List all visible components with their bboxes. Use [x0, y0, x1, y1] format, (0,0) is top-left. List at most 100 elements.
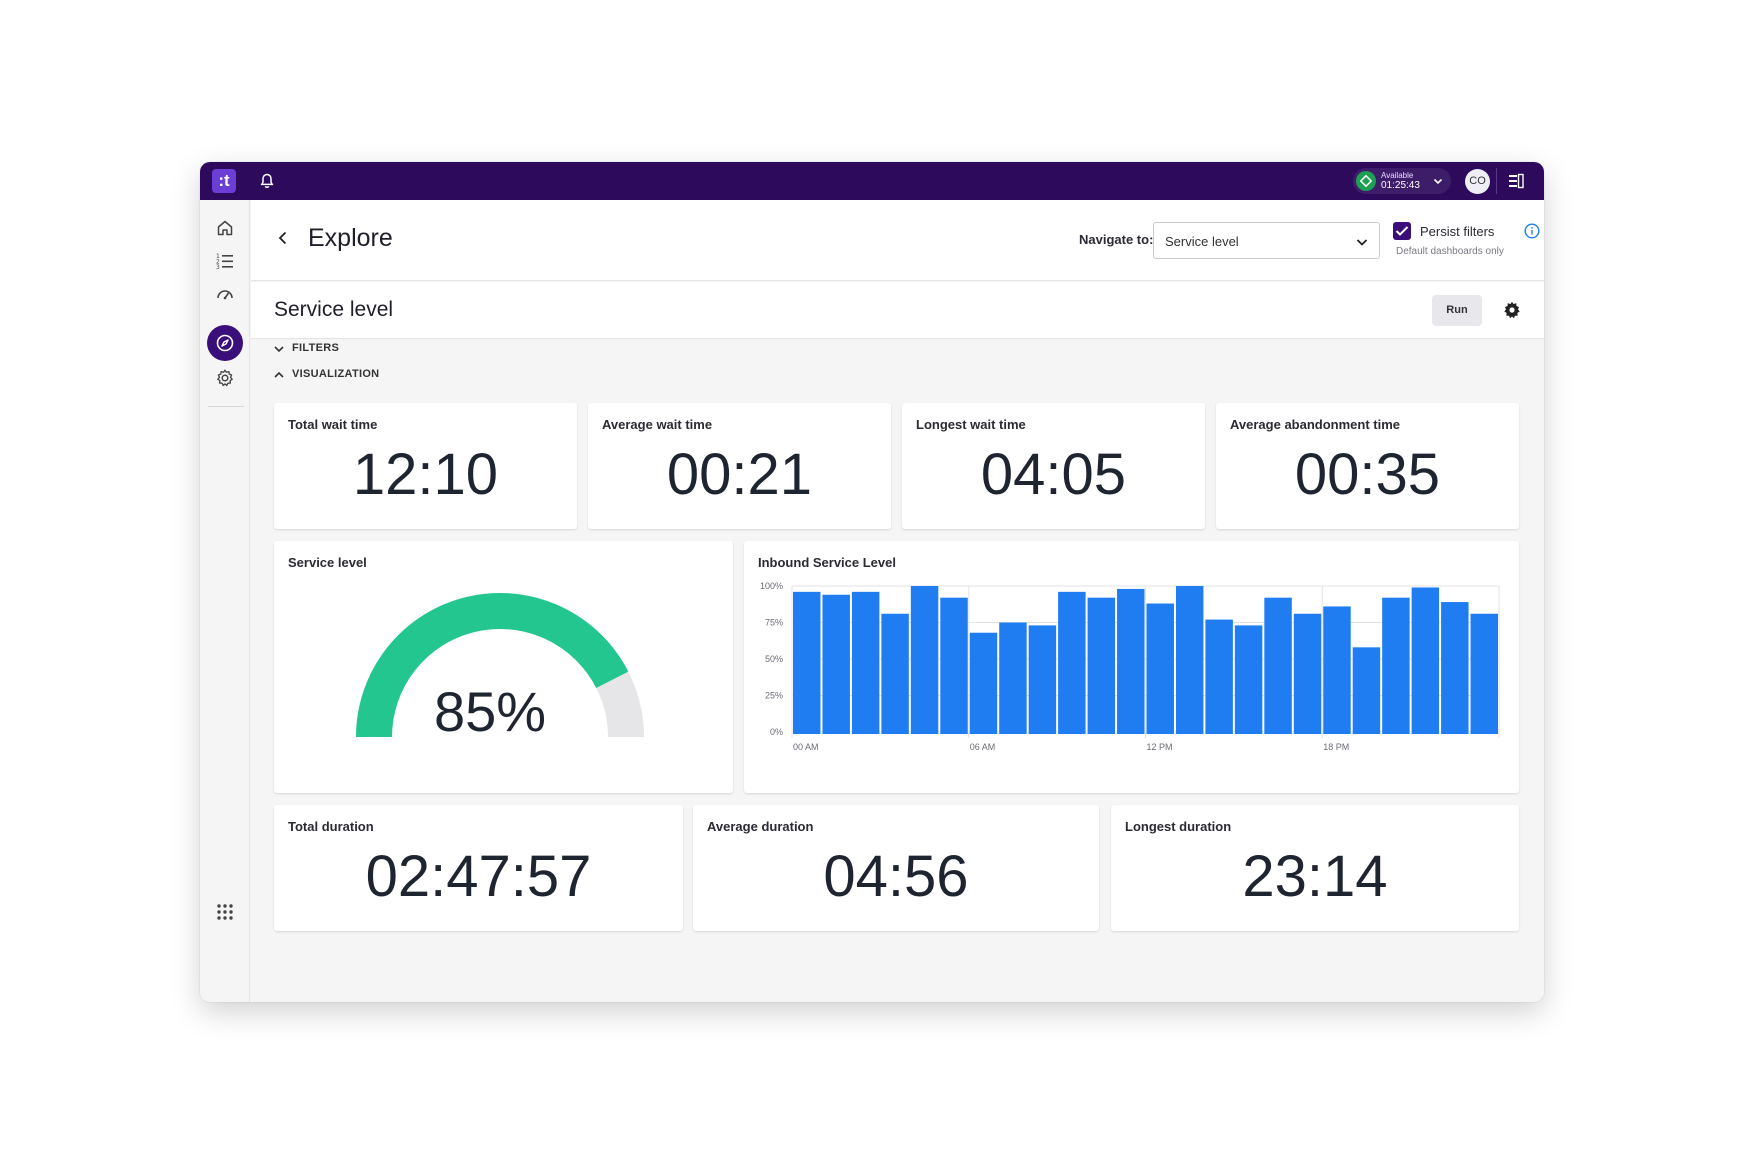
metric-card-average-duration: Average duration 04:56: [693, 805, 1099, 931]
x-tick-label: 18 PM: [1323, 742, 1349, 752]
y-tick-label: 0%: [770, 727, 783, 737]
top-bar: :t Available 01:25:43 CO: [200, 162, 1544, 200]
section-bar: Service level Run: [251, 282, 1544, 339]
svg-text:2: 2: [216, 259, 220, 266]
metric-value: 00:35: [1294, 442, 1441, 507]
home-icon[interactable]: [213, 216, 237, 240]
chart-bar: [999, 622, 1027, 734]
filters-label: FILTERS: [292, 342, 340, 354]
section-title: Service level: [274, 298, 394, 321]
metric-card-total-wait-time: Total wait time 12:10: [274, 403, 577, 529]
chart-bar: [1352, 647, 1381, 734]
metric-card-longest-wait-time: Longest wait time 04:05: [902, 403, 1205, 529]
chart-bar: [940, 597, 968, 734]
x-tick-label: 12 PM: [1147, 742, 1173, 752]
metric-value: 23:14: [1242, 844, 1388, 909]
metric-value: 12:10: [352, 442, 499, 507]
y-tick-label: 75%: [765, 618, 783, 628]
chart-bar: [1470, 613, 1498, 734]
x-tick-label: 06 AM: [970, 742, 996, 752]
metric-card-average-abandonment-time: Average abandonment time 00:35: [1216, 403, 1519, 529]
svg-text:3: 3: [216, 264, 220, 271]
run-button[interactable]: Run: [1432, 295, 1482, 326]
speedometer-icon[interactable]: [213, 282, 237, 306]
chevron-up-icon: [274, 371, 284, 378]
chart-bar: [1234, 625, 1263, 734]
chart-bar: [822, 594, 850, 734]
chart-bar: [793, 591, 821, 734]
page-header: Explore Navigate to: Service level Persi…: [251, 200, 1544, 281]
chart-bar: [1205, 619, 1233, 734]
metric-card-average-wait-time: Average wait time 00:21: [588, 403, 891, 529]
y-tick-label: 50%: [765, 654, 783, 664]
visualization-toggle[interactable]: VISUALIZATION: [274, 368, 380, 380]
navigate-selected-value: Service level: [1165, 234, 1239, 249]
metric-label: Longest duration: [1125, 819, 1232, 834]
x-tick-label: 00 AM: [793, 742, 819, 752]
chart-bar: [1146, 603, 1174, 734]
metric-card-longest-duration: Longest duration 23:14: [1111, 805, 1519, 931]
metric-label: Total wait time: [288, 417, 378, 432]
y-tick-label: 25%: [765, 691, 783, 701]
navigate-select[interactable]: Service level: [1153, 222, 1380, 259]
nav-divider: [208, 406, 244, 407]
metric-label: Average abandonment time: [1230, 417, 1401, 432]
chart-bar: [1087, 597, 1116, 734]
persist-filters-checkbox[interactable]: [1393, 222, 1411, 240]
service-level-gauge: [356, 593, 644, 738]
metric-card-total-duration: Total duration 02:47:57: [274, 805, 683, 931]
chart-bar: [881, 613, 909, 734]
info-icon[interactable]: [1524, 223, 1540, 239]
chevron-down-icon: [274, 346, 284, 353]
status-selector[interactable]: Available 01:25:43: [1353, 168, 1451, 194]
inbound-service-level-chart-card: Inbound Service Level 0% 25% 50% 75% 100% 00 …: [744, 541, 1519, 793]
side-panel-icon[interactable]: [1506, 171, 1526, 191]
chevron-down-icon: [1433, 178, 1443, 185]
y-tick-label: 100%: [760, 581, 783, 591]
bell-icon[interactable]: [258, 172, 276, 190]
chart-bar: [969, 632, 998, 734]
chart-bar: [1382, 597, 1410, 734]
visualization-label: VISUALIZATION: [292, 368, 380, 380]
chart-bar: [1441, 602, 1469, 734]
metric-value: 04:56: [823, 844, 969, 909]
brand-logo[interactable]: :t: [212, 169, 236, 193]
app-grid-icon[interactable]: [213, 900, 237, 924]
inbound-service-level-chart: 0% 25% 50% 75% 100% 00 AM 06 AM 12 PM 18 PM: [760, 581, 1500, 752]
topbar-divider: [1496, 168, 1497, 194]
chevron-down-icon: [1356, 239, 1368, 246]
persist-filters-hint: Default dashboards only: [1396, 246, 1504, 257]
chart-bar: [1411, 587, 1440, 734]
service-level-gauge-card: Service level 85%: [274, 541, 733, 793]
chart-bar: [1323, 606, 1351, 734]
metric-label: Longest wait time: [916, 417, 1026, 432]
gear-icon[interactable]: [213, 366, 237, 390]
gauge-label: Service level: [288, 555, 367, 570]
metric-label: Average wait time: [602, 417, 713, 432]
filters-toggle[interactable]: FILTERS: [274, 342, 340, 354]
gauge-fill: [356, 593, 629, 738]
page-title: Explore: [308, 224, 393, 252]
back-arrow-icon[interactable]: [273, 228, 293, 248]
metric-value: 00:21: [666, 442, 813, 507]
chart-bar: [1058, 591, 1086, 734]
metric-value: 04:05: [980, 442, 1127, 507]
avatar[interactable]: CO: [1465, 169, 1490, 194]
persist-filters-label: Persist filters: [1420, 224, 1495, 239]
gear-icon[interactable]: [1502, 300, 1522, 320]
navigate-label: Navigate to:: [1079, 232, 1154, 247]
chart-bar: [1028, 625, 1057, 734]
status-available-icon: [1356, 171, 1376, 191]
metric-label: Average duration: [707, 819, 814, 834]
status-timer: 01:25:43: [1381, 180, 1420, 191]
chart-bar: [1175, 586, 1204, 734]
chart-title: Inbound Service Level: [758, 555, 896, 570]
status-label: Available: [1381, 171, 1414, 180]
gauge-value: 85%: [433, 680, 547, 743]
metric-label: Total duration: [288, 819, 374, 834]
chart-bar: [910, 586, 939, 734]
explore-compass-icon[interactable]: [207, 325, 243, 361]
